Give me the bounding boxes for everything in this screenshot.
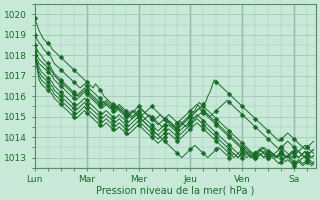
X-axis label: Pression niveau de la mer( hPa ): Pression niveau de la mer( hPa ) xyxy=(96,186,254,196)
